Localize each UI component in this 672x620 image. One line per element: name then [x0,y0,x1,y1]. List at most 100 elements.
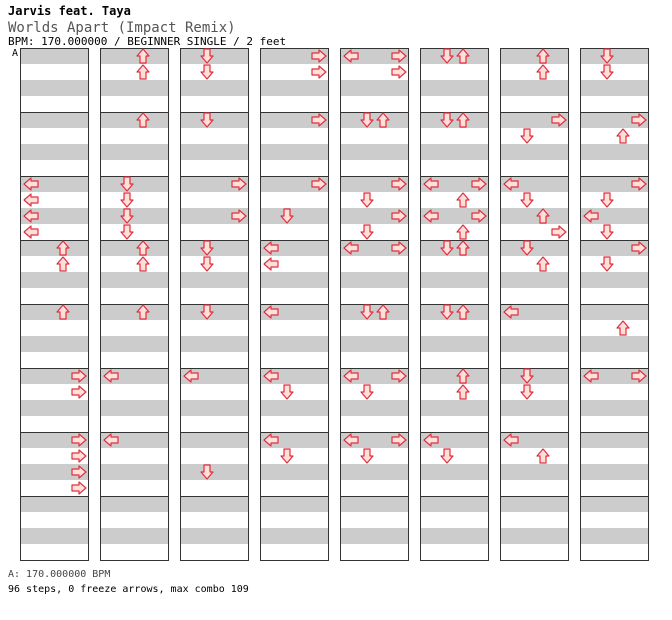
down-arrow-icon [200,64,214,80]
right-arrow-icon [311,49,327,63]
left-arrow-icon [583,369,599,383]
beat-band [580,48,648,64]
down-arrow-icon [200,256,214,272]
beat-band [580,144,648,160]
bpm-legend: A: 170.000000 BPM [8,569,111,580]
beat-band [20,432,88,448]
beat-band [20,304,88,320]
beat-band [20,240,88,256]
beat-band [20,368,88,384]
left-arrow-icon [103,433,119,447]
left-arrow-icon [263,257,279,271]
beat-band [500,272,568,288]
down-arrow-icon [440,240,454,256]
up-arrow-icon [56,256,70,272]
right-arrow-icon [231,177,247,191]
up-arrow-icon [376,112,390,128]
beat-band [340,112,408,128]
chart-column [420,48,489,561]
beat-band [100,240,168,256]
left-arrow-icon [263,369,279,383]
beat-band [580,496,648,512]
down-arrow-icon [600,48,614,64]
right-arrow-icon [391,433,407,447]
down-arrow-icon [360,448,374,464]
beat-band [180,208,248,224]
left-arrow-icon [23,209,39,223]
beat-band [580,112,648,128]
chart-column [180,48,249,561]
song-title: Worlds Apart (Impact Remix) [8,20,236,36]
beat-band [20,336,88,352]
beat-band [340,464,408,480]
beat-band [20,48,88,64]
beat-band [260,112,328,128]
down-arrow-icon [280,448,294,464]
beat-band [260,48,328,64]
beat-band [260,144,328,160]
beat-band [180,496,248,512]
beat-band [340,336,408,352]
beat-band [340,400,408,416]
beat-band [180,112,248,128]
down-arrow-icon [520,240,534,256]
beat-band [420,80,488,96]
down-arrow-icon [200,464,214,480]
beat-band [340,208,408,224]
right-arrow-icon [391,65,407,79]
down-arrow-icon [280,384,294,400]
beat-band [340,304,408,320]
beat-band [500,496,568,512]
beat-band [580,336,648,352]
beat-band [100,176,168,192]
beat-band [180,144,248,160]
down-arrow-icon [360,304,374,320]
left-arrow-icon [263,305,279,319]
beat-band [100,496,168,512]
right-arrow-icon [631,113,647,127]
down-arrow-icon [200,240,214,256]
beat-band [500,112,568,128]
bpm-change-marker: A [12,48,19,59]
beat-band [20,496,88,512]
beat-band [260,528,328,544]
beat-band [180,368,248,384]
beat-band [420,240,488,256]
up-arrow-icon [56,304,70,320]
left-arrow-icon [503,305,519,319]
right-arrow-icon [71,369,87,383]
beat-band [340,144,408,160]
beat-band [500,432,568,448]
right-arrow-icon [391,49,407,63]
beat-band [340,176,408,192]
beat-band [420,400,488,416]
beat-band [580,208,648,224]
left-arrow-icon [23,177,39,191]
beat-band [260,336,328,352]
right-arrow-icon [471,209,487,223]
song-artist: Jarvis feat. Taya [8,4,131,18]
left-arrow-icon [343,433,359,447]
beat-band [340,272,408,288]
beat-band [20,176,88,192]
beat-band [100,400,168,416]
left-arrow-icon [23,225,39,239]
right-arrow-icon [231,209,247,223]
left-arrow-icon [343,49,359,63]
down-arrow-icon [360,112,374,128]
down-arrow-icon [600,64,614,80]
beat-band [260,272,328,288]
beat-band [100,272,168,288]
right-arrow-icon [311,177,327,191]
down-arrow-icon [440,448,454,464]
left-arrow-icon [343,241,359,255]
right-arrow-icon [631,177,647,191]
left-arrow-icon [423,209,439,223]
up-arrow-icon [456,384,470,400]
beat-band [420,368,488,384]
beat-band [420,176,488,192]
down-arrow-icon [200,48,214,64]
beat-band [100,48,168,64]
beat-band [420,528,488,544]
left-arrow-icon [583,209,599,223]
